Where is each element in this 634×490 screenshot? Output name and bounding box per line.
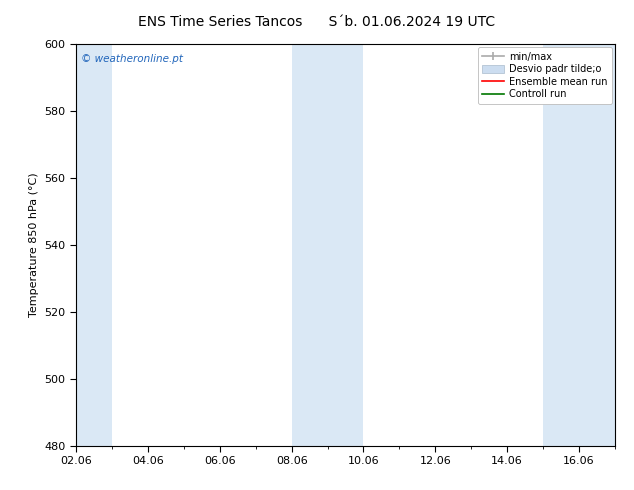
Text: ENS Time Series Tancos      S´b. 01.06.2024 19 UTC: ENS Time Series Tancos S´b. 01.06.2024 1… [138, 15, 496, 29]
Bar [76, 44, 112, 446]
Legend: min/max, Desvio padr tilde;o, Ensemble mean run, Controll run: min/max, Desvio padr tilde;o, Ensemble m… [477, 47, 612, 104]
Bar [543, 44, 615, 446]
Bar [292, 44, 363, 446]
Text: © weatheronline.pt: © weatheronline.pt [81, 54, 183, 64]
Y-axis label: Temperature 850 hPa (°C): Temperature 850 hPa (°C) [29, 172, 39, 318]
